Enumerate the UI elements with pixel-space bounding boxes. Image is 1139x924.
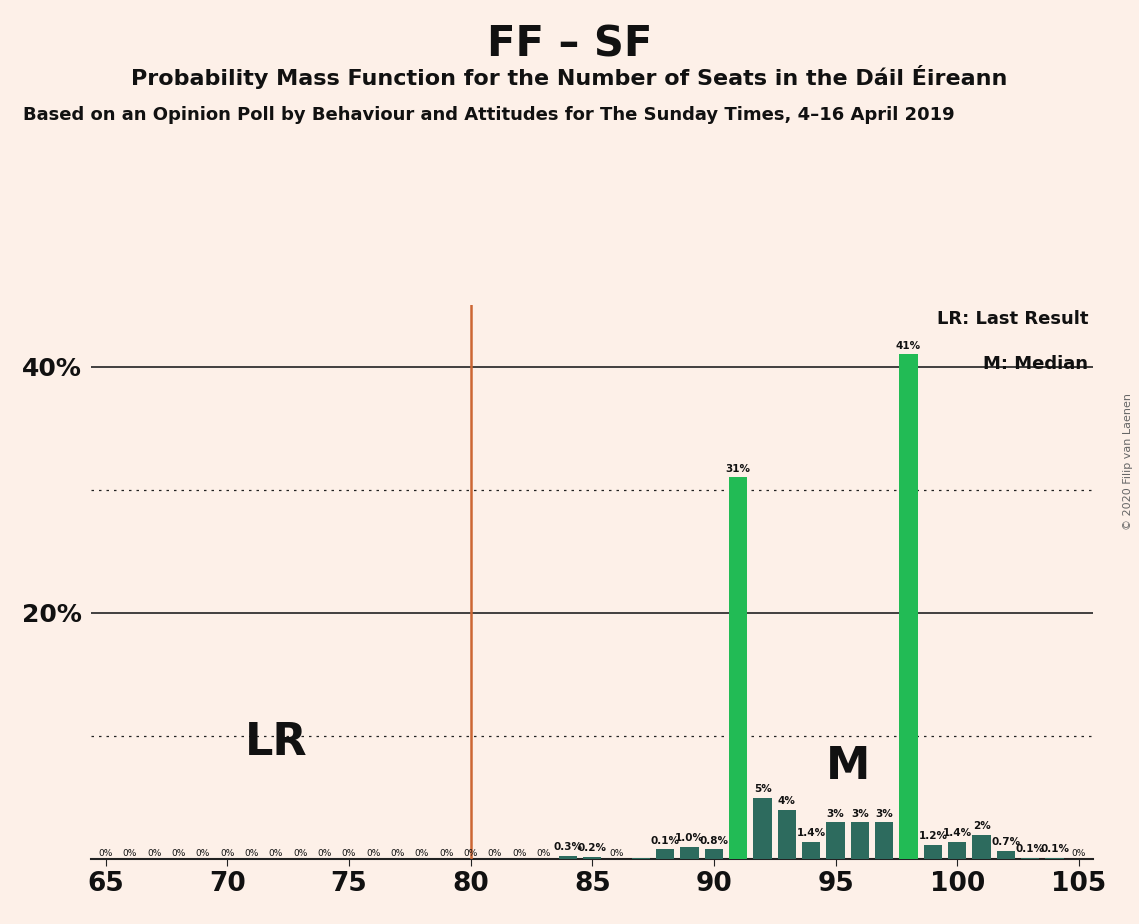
Text: 0%: 0%: [220, 849, 235, 858]
Text: 0%: 0%: [196, 849, 211, 858]
Text: 0%: 0%: [99, 849, 113, 858]
Bar: [656, 849, 674, 859]
Text: LR: Last Result: LR: Last Result: [937, 310, 1089, 328]
Text: Probability Mass Function for the Number of Seats in the Dáil Éireann: Probability Mass Function for the Number…: [131, 65, 1008, 89]
Text: 1.4%: 1.4%: [943, 829, 972, 838]
Text: 0%: 0%: [342, 849, 357, 858]
Text: LR: LR: [245, 721, 308, 764]
Bar: [583, 857, 601, 859]
Bar: [705, 849, 723, 859]
Text: 0%: 0%: [293, 849, 308, 858]
Bar: [997, 851, 1015, 859]
Bar: [802, 842, 820, 859]
Text: 0%: 0%: [269, 849, 284, 858]
Bar: [729, 478, 747, 859]
Text: 0%: 0%: [391, 849, 404, 858]
Text: 2%: 2%: [973, 821, 991, 831]
Text: Based on an Opinion Poll by Behaviour and Attitudes for The Sunday Times, 4–16 A: Based on an Opinion Poll by Behaviour an…: [23, 106, 954, 124]
Bar: [851, 822, 869, 859]
Text: 0.3%: 0.3%: [554, 842, 582, 852]
Bar: [680, 847, 698, 859]
Text: FF – SF: FF – SF: [486, 23, 653, 65]
Text: 3%: 3%: [876, 808, 893, 819]
Bar: [778, 810, 796, 859]
Text: 0%: 0%: [366, 849, 380, 858]
Bar: [1021, 858, 1039, 859]
Text: 0.7%: 0.7%: [991, 837, 1021, 847]
Text: M: M: [826, 746, 870, 788]
Text: 0.2%: 0.2%: [577, 844, 607, 853]
Text: 3%: 3%: [851, 808, 869, 819]
Text: © 2020 Filip van Laenen: © 2020 Filip van Laenen: [1123, 394, 1133, 530]
Text: 4%: 4%: [778, 796, 796, 807]
Bar: [1046, 858, 1064, 859]
Text: 3%: 3%: [827, 808, 844, 819]
Bar: [948, 842, 966, 859]
Text: 1.4%: 1.4%: [796, 829, 826, 838]
Bar: [875, 822, 893, 859]
Text: 5%: 5%: [754, 784, 771, 794]
Text: 0%: 0%: [1072, 849, 1085, 858]
Text: 0.8%: 0.8%: [699, 836, 729, 845]
Text: 0%: 0%: [147, 849, 162, 858]
Text: 0%: 0%: [464, 849, 478, 858]
Text: 31%: 31%: [726, 464, 751, 474]
Text: 0%: 0%: [245, 849, 259, 858]
Text: 0%: 0%: [609, 849, 624, 858]
Bar: [559, 856, 577, 859]
Bar: [900, 354, 918, 859]
Text: 0%: 0%: [487, 849, 502, 858]
Text: 1.0%: 1.0%: [675, 833, 704, 844]
Bar: [973, 834, 991, 859]
Text: 0.1%: 0.1%: [650, 836, 680, 845]
Text: 0%: 0%: [536, 849, 551, 858]
Text: M: Median: M: Median: [983, 355, 1089, 372]
Text: 0%: 0%: [123, 849, 137, 858]
Text: 0%: 0%: [318, 849, 331, 858]
Bar: [754, 797, 772, 859]
Text: 41%: 41%: [896, 341, 921, 350]
Text: 0%: 0%: [415, 849, 429, 858]
Text: 0%: 0%: [440, 849, 453, 858]
Text: 0.1%: 0.1%: [1016, 845, 1044, 855]
Text: 0%: 0%: [172, 849, 186, 858]
Bar: [632, 858, 650, 859]
Bar: [924, 845, 942, 859]
Bar: [827, 822, 845, 859]
Text: 0%: 0%: [513, 849, 526, 858]
Text: 1.2%: 1.2%: [918, 831, 948, 841]
Text: 0.1%: 0.1%: [1040, 845, 1070, 855]
